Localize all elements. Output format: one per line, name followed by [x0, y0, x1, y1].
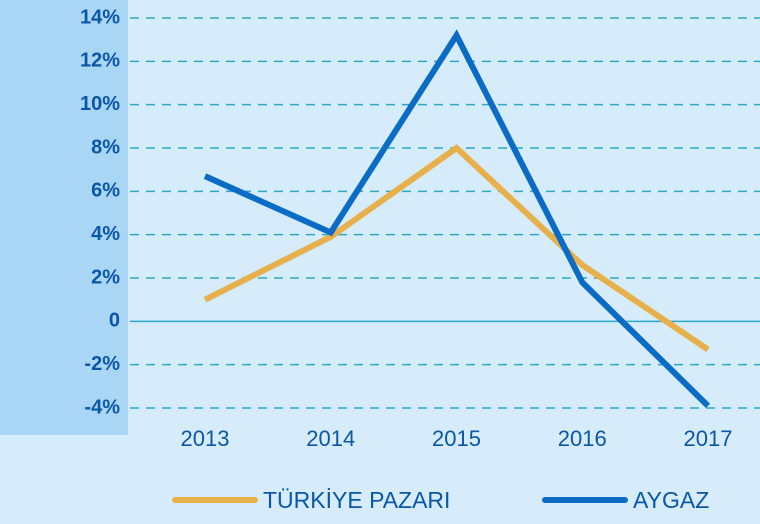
legend-label: AYGAZ — [633, 487, 709, 513]
x-tick-label: 2016 — [558, 426, 607, 451]
axis-band — [0, 0, 128, 435]
y-tick-label: 2% — [91, 266, 120, 288]
y-tick-label: 10% — [80, 93, 120, 115]
y-tick-label: -2% — [84, 353, 120, 375]
y-tick-label: 12% — [80, 50, 120, 72]
y-tick-label: 14% — [80, 6, 120, 28]
y-tick-label: 0 — [109, 310, 120, 332]
series-line — [203, 144, 710, 352]
x-tick-label: 2014 — [306, 426, 355, 451]
legend-label: TÜRKİYE PAZARI — [263, 487, 450, 513]
y-tick-label: 4% — [91, 223, 120, 245]
y-tick-label: 8% — [91, 136, 120, 158]
y-tick-label: 6% — [91, 180, 120, 202]
x-tick-label: 2017 — [684, 426, 733, 451]
series-line — [203, 29, 711, 408]
x-tick-label: 2013 — [181, 426, 230, 451]
x-tick-label: 2015 — [432, 426, 481, 451]
y-tick-label: -4% — [84, 396, 120, 418]
